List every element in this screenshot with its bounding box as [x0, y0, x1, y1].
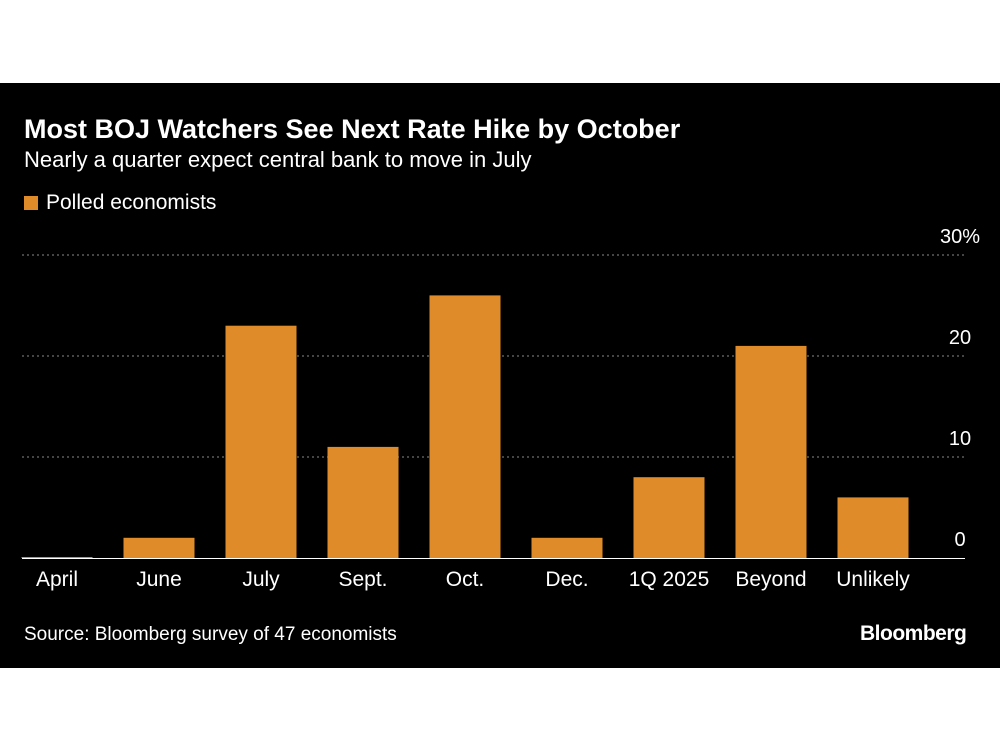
bar: [123, 537, 195, 558]
chart-subtitle: Nearly a quarter expect central bank to …: [24, 147, 532, 172]
x-tick-label: June: [136, 568, 182, 591]
x-tick-label: 1Q 2025: [629, 568, 710, 591]
bar-chart: 30% 20 10 0 April June July Sept. Oct. Dec. 1Q 202…: [21, 226, 980, 591]
bloomberg-logo: Bloomberg: [860, 622, 967, 645]
y-tick-label: 30%: [940, 226, 980, 248]
x-tick-label: Oct.: [446, 568, 485, 591]
y-tick-label: 20: [949, 327, 971, 349]
y-tick-label: 0: [954, 529, 965, 551]
bar: [735, 345, 807, 558]
bar: [531, 537, 603, 558]
legend-swatch: [24, 196, 38, 210]
source-note: Source: Bloomberg survey of 47 economist…: [24, 624, 397, 645]
bar: [837, 497, 909, 558]
x-tick-label: April: [36, 568, 78, 591]
legend: Polled economists: [24, 191, 216, 215]
x-tick-label: Unlikely: [836, 568, 910, 591]
bar: [225, 325, 297, 558]
bar: [327, 446, 399, 558]
bar: [633, 477, 705, 558]
chart-panel: Most BOJ Watchers See Next Rate Hike by …: [0, 83, 1000, 668]
bar: [21, 557, 93, 558]
legend-label: Polled economists: [46, 191, 217, 214]
x-tick-label: Sept.: [338, 568, 387, 591]
x-tick-label: Dec.: [545, 568, 588, 591]
y-tick-label: 10: [949, 428, 971, 450]
chart-title: Most BOJ Watchers See Next Rate Hike by …: [24, 114, 681, 144]
x-tick-label: Beyond: [735, 568, 806, 591]
x-tick-label: July: [242, 568, 280, 591]
bar: [429, 295, 501, 558]
